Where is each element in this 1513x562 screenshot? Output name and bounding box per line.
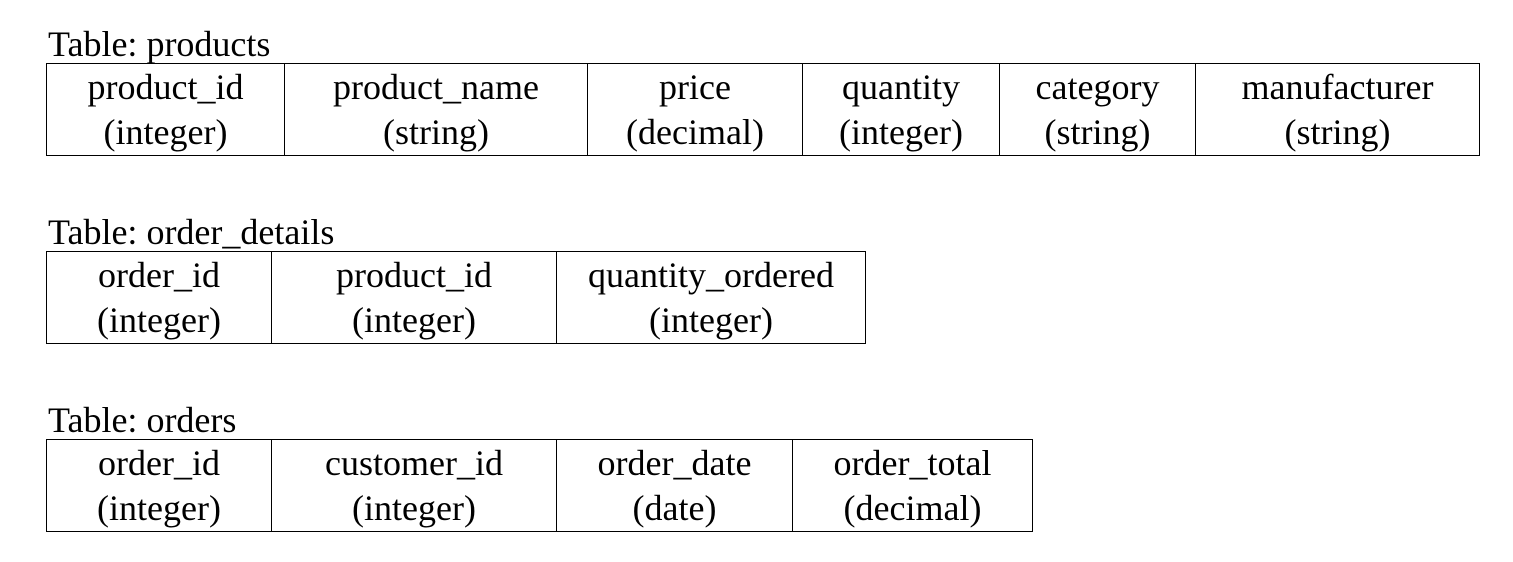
- column-type: (integer): [649, 299, 773, 340]
- column-cell: customer_id (integer): [271, 439, 557, 532]
- column-name: order_id: [98, 442, 220, 483]
- column-cell: price (decimal): [587, 63, 803, 156]
- column-cell: order_total (decimal): [792, 439, 1033, 532]
- column-type: (integer): [352, 487, 476, 528]
- column-type: (integer): [352, 299, 476, 340]
- order-details-table: order_id (integer) product_id (integer) …: [46, 251, 866, 344]
- column-type: (string): [383, 111, 489, 152]
- orders-table: order_id (integer) customer_id (integer)…: [46, 439, 1033, 532]
- column-name: quantity_ordered: [588, 254, 834, 295]
- column-type: (date): [632, 487, 717, 528]
- table-caption: Table: order_details: [48, 212, 335, 252]
- column-cell: order_id (integer): [46, 439, 272, 532]
- products-table: product_id (integer) product_name (strin…: [46, 63, 1480, 156]
- column-name: customer_id: [325, 442, 503, 483]
- column-cell: order_date (date): [556, 439, 793, 532]
- column-type: (decimal): [626, 111, 764, 152]
- column-name: order_date: [597, 442, 752, 483]
- column-cell: product_id (integer): [46, 63, 285, 156]
- products-table-block: Table: products product_id (integer) pro…: [46, 26, 1480, 156]
- column-cell: quantity (integer): [802, 63, 1000, 156]
- table-row: order_id (integer) product_id (integer) …: [46, 251, 866, 344]
- column-name: category: [1035, 66, 1160, 107]
- column-type: (decimal): [843, 487, 982, 528]
- column-type: (integer): [97, 299, 221, 340]
- column-cell: category (string): [999, 63, 1196, 156]
- column-type: (integer): [839, 111, 963, 152]
- column-type: (integer): [97, 487, 221, 528]
- column-name: order_total: [833, 442, 992, 483]
- column-name: manufacturer: [1241, 66, 1434, 107]
- table-row: order_id (integer) customer_id (integer)…: [46, 439, 1033, 532]
- table-caption: Table: products: [48, 24, 271, 64]
- column-cell: quantity_ordered (integer): [556, 251, 866, 344]
- order-details-table-block: Table: order_details order_id (integer) …: [46, 214, 866, 344]
- column-cell: manufacturer (string): [1195, 63, 1480, 156]
- column-cell: product_name (string): [284, 63, 588, 156]
- column-cell: product_id (integer): [271, 251, 557, 344]
- column-name: product_name: [333, 66, 539, 107]
- column-name: price: [659, 66, 731, 107]
- column-name: product_id: [87, 66, 244, 107]
- column-cell: order_id (integer): [46, 251, 272, 344]
- column-type: (string): [1044, 111, 1151, 152]
- table-caption: Table: orders: [48, 400, 237, 440]
- column-name: product_id: [336, 254, 492, 295]
- column-type: (string): [1284, 111, 1391, 152]
- table-row: product_id (integer) product_name (strin…: [46, 63, 1480, 156]
- column-name: order_id: [98, 254, 220, 295]
- column-name: quantity: [842, 66, 960, 107]
- column-type: (integer): [103, 111, 228, 152]
- orders-table-block: Table: orders order_id (integer) custome…: [46, 402, 1033, 532]
